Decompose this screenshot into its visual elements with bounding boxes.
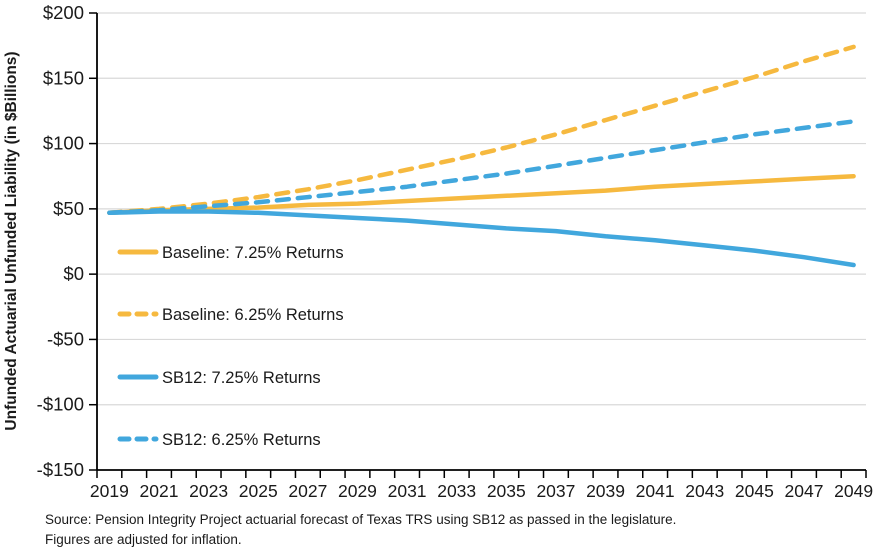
x-tick-label: 2043 [685,481,724,501]
x-tick-label: 2039 [586,481,625,501]
legend-label: Baseline: 7.25% Returns [162,244,344,262]
x-tick-label: 2029 [338,481,377,501]
axis-layer: $200 $150 $100 $50 $0 -$50 -$100 -$150 2019 2021 2… [37,2,873,501]
series-line-1 [107,173,856,216]
y-tick-label: $100 [43,133,84,154]
x-tick-label: 2035 [487,481,526,501]
legend: Baseline: 7.25% Returns Baseline: 6.25% R… [117,244,344,449]
x-tick-label: 2033 [437,481,476,501]
series-layer [107,44,856,268]
x-tick-label: 2049 [834,481,873,501]
x-tick-label: 2023 [189,481,228,501]
y-tick-label: $0 [63,263,84,284]
series-line-2 [107,44,856,216]
x-tick-label: 2041 [636,481,675,501]
y-tick-label: $50 [53,198,84,219]
y-tick-label: -$100 [37,394,84,415]
y-tick-label: $150 [43,67,84,88]
x-tick-label: 2019 [90,481,129,501]
legend-label: SB12: 7.25% Returns [162,369,321,387]
x-tick-label: 2027 [288,481,327,501]
x-tick-label: 2047 [785,481,824,501]
source-line-2: Figures are adjusted for inflation. [45,532,242,547]
series-line-3 [107,209,856,268]
x-tick-label: 2031 [388,481,427,501]
series-line-4 [107,119,856,216]
legend-label: Baseline: 6.25% Returns [162,306,344,324]
legend-item-1: Baseline: 7.25% Returns [117,244,344,262]
y-axis-title: Unfunded Actuarial Unfunded Liability (i… [3,51,20,430]
legend-item-3: SB12: 7.25% Returns [117,369,321,387]
source-note: Source: Pension Integrity Project actuar… [45,510,676,550]
x-tick-label: 2037 [536,481,575,501]
y-tick-label: -$50 [47,328,84,349]
source-line-1: Source: Pension Integrity Project actuar… [45,512,677,527]
y-tick-label: -$150 [37,459,84,480]
x-tick-label: 2021 [140,481,179,501]
chart: $200 $150 $100 $50 $0 -$50 -$100 -$150 2019 2021 2… [3,2,873,501]
x-tick-label: 2045 [735,481,774,501]
y-tick-label: $200 [43,2,84,23]
legend-item-4: SB12: 6.25% Returns [117,431,321,449]
x-tick-label: 2025 [239,481,278,501]
legend-item-2: Baseline: 6.25% Returns [117,306,344,324]
legend-label: SB12: 6.25% Returns [162,431,321,449]
